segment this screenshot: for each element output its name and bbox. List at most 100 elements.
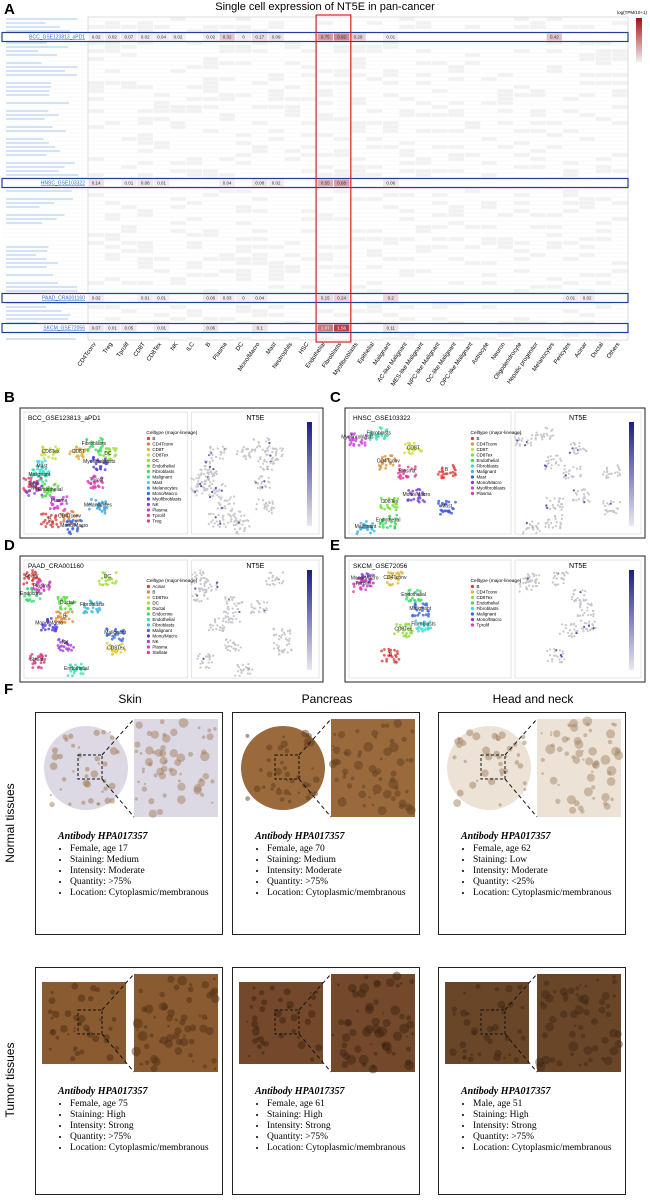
legend-swatch bbox=[146, 584, 151, 589]
background-cell bbox=[513, 141, 530, 145]
umap-point bbox=[39, 586, 43, 590]
umap-point bbox=[438, 504, 442, 508]
expr-point bbox=[242, 455, 245, 458]
expr-point bbox=[221, 482, 224, 486]
umap-point bbox=[67, 604, 71, 608]
background-cell bbox=[513, 153, 530, 157]
umap-point bbox=[89, 486, 93, 490]
column-label: CD4Tconv bbox=[77, 342, 98, 368]
heatmap-cell bbox=[383, 294, 399, 302]
zoom-texture bbox=[390, 796, 396, 802]
cell-value: 0.02 bbox=[583, 296, 592, 301]
zoom-texture bbox=[583, 1045, 593, 1055]
background-cell bbox=[301, 209, 317, 213]
umap-point bbox=[85, 437, 89, 441]
expr-point bbox=[203, 582, 206, 586]
zoom-texture bbox=[174, 1027, 182, 1035]
umap-point bbox=[55, 522, 59, 526]
umap-point bbox=[33, 570, 37, 574]
cell-value: 0.04 bbox=[255, 296, 264, 301]
expr-point bbox=[191, 595, 194, 598]
cluster-label: Mono/Macro bbox=[35, 621, 63, 627]
expr-point bbox=[210, 661, 213, 664]
tissue-texture bbox=[94, 987, 101, 993]
background-cell bbox=[366, 253, 383, 257]
zoom-texture bbox=[175, 1038, 183, 1046]
expr-point bbox=[209, 446, 212, 449]
card-item: Quantity: <25% bbox=[473, 877, 621, 888]
expr-point bbox=[603, 470, 606, 474]
expr-point bbox=[567, 476, 570, 480]
expr-point bbox=[193, 598, 197, 601]
expr-point bbox=[232, 523, 235, 527]
background-cell bbox=[301, 285, 317, 289]
cell-value: 0.06 bbox=[386, 181, 395, 186]
background-cell bbox=[317, 217, 333, 221]
zoom-texture bbox=[152, 750, 156, 755]
umap-point bbox=[101, 437, 104, 441]
legend-title: Celltype (major-lineage) bbox=[470, 430, 521, 436]
card-list: Female, age 61Staining: HighIntensity: S… bbox=[255, 1099, 415, 1154]
expr-point bbox=[193, 581, 196, 584]
umap-point bbox=[115, 648, 119, 652]
umap-point bbox=[360, 577, 364, 580]
umap-point bbox=[62, 645, 66, 649]
zoom-texture bbox=[206, 733, 214, 741]
heatmap-cell bbox=[350, 33, 366, 41]
umap-point bbox=[66, 512, 69, 516]
expr-point bbox=[271, 500, 274, 503]
zoom-texture bbox=[591, 1020, 594, 1023]
expr-point bbox=[519, 585, 522, 588]
heatmap-cell bbox=[219, 294, 235, 302]
background-cell bbox=[317, 257, 333, 261]
tissue-texture bbox=[256, 1044, 262, 1050]
umap-point bbox=[441, 470, 444, 474]
background-cell bbox=[432, 245, 448, 249]
tissue-texture bbox=[49, 794, 52, 797]
background-cell bbox=[186, 201, 203, 205]
expr-point bbox=[518, 590, 521, 593]
background-cell bbox=[235, 337, 252, 341]
zoom-texture bbox=[394, 790, 401, 797]
expr-point bbox=[281, 628, 284, 631]
expr-point bbox=[224, 620, 228, 623]
zoom-texture bbox=[593, 759, 600, 766]
expr-point bbox=[576, 452, 579, 455]
row-label: HNSC_GSE103322 bbox=[41, 181, 85, 187]
expr-point bbox=[547, 459, 550, 462]
background-cell bbox=[203, 29, 219, 33]
expr-point bbox=[231, 598, 234, 602]
tissue-texture bbox=[469, 781, 477, 789]
tissue-texture bbox=[315, 1044, 323, 1052]
umap-point bbox=[51, 453, 55, 457]
background-cell bbox=[252, 29, 268, 33]
expr-point bbox=[237, 644, 240, 647]
umap-point bbox=[30, 600, 34, 603]
expr-point bbox=[530, 588, 533, 591]
zoom-texture bbox=[614, 1030, 622, 1038]
umap-point bbox=[388, 507, 392, 511]
umap-point bbox=[352, 444, 356, 447]
background-cell bbox=[170, 109, 186, 113]
background-cell bbox=[530, 89, 546, 93]
background-cell bbox=[121, 229, 137, 233]
background-cell bbox=[235, 25, 252, 29]
expr-point bbox=[231, 607, 234, 610]
zoom-texture bbox=[346, 1054, 357, 1065]
umap-point bbox=[440, 474, 444, 478]
umap-point bbox=[85, 611, 89, 614]
tissue-texture bbox=[297, 791, 301, 795]
expr-point bbox=[212, 525, 215, 528]
expr-point bbox=[193, 571, 196, 574]
umap-point bbox=[23, 577, 26, 580]
card-item: Staining: Medium bbox=[267, 855, 415, 866]
umap-point bbox=[351, 436, 355, 440]
background-cell bbox=[383, 193, 399, 197]
umap-point bbox=[439, 512, 442, 516]
umap-point bbox=[449, 471, 452, 475]
tissue-texture bbox=[470, 1053, 474, 1057]
background-cell bbox=[546, 65, 563, 69]
zoom-texture bbox=[169, 749, 178, 758]
umap-point bbox=[51, 450, 55, 454]
expr-point bbox=[543, 435, 546, 438]
